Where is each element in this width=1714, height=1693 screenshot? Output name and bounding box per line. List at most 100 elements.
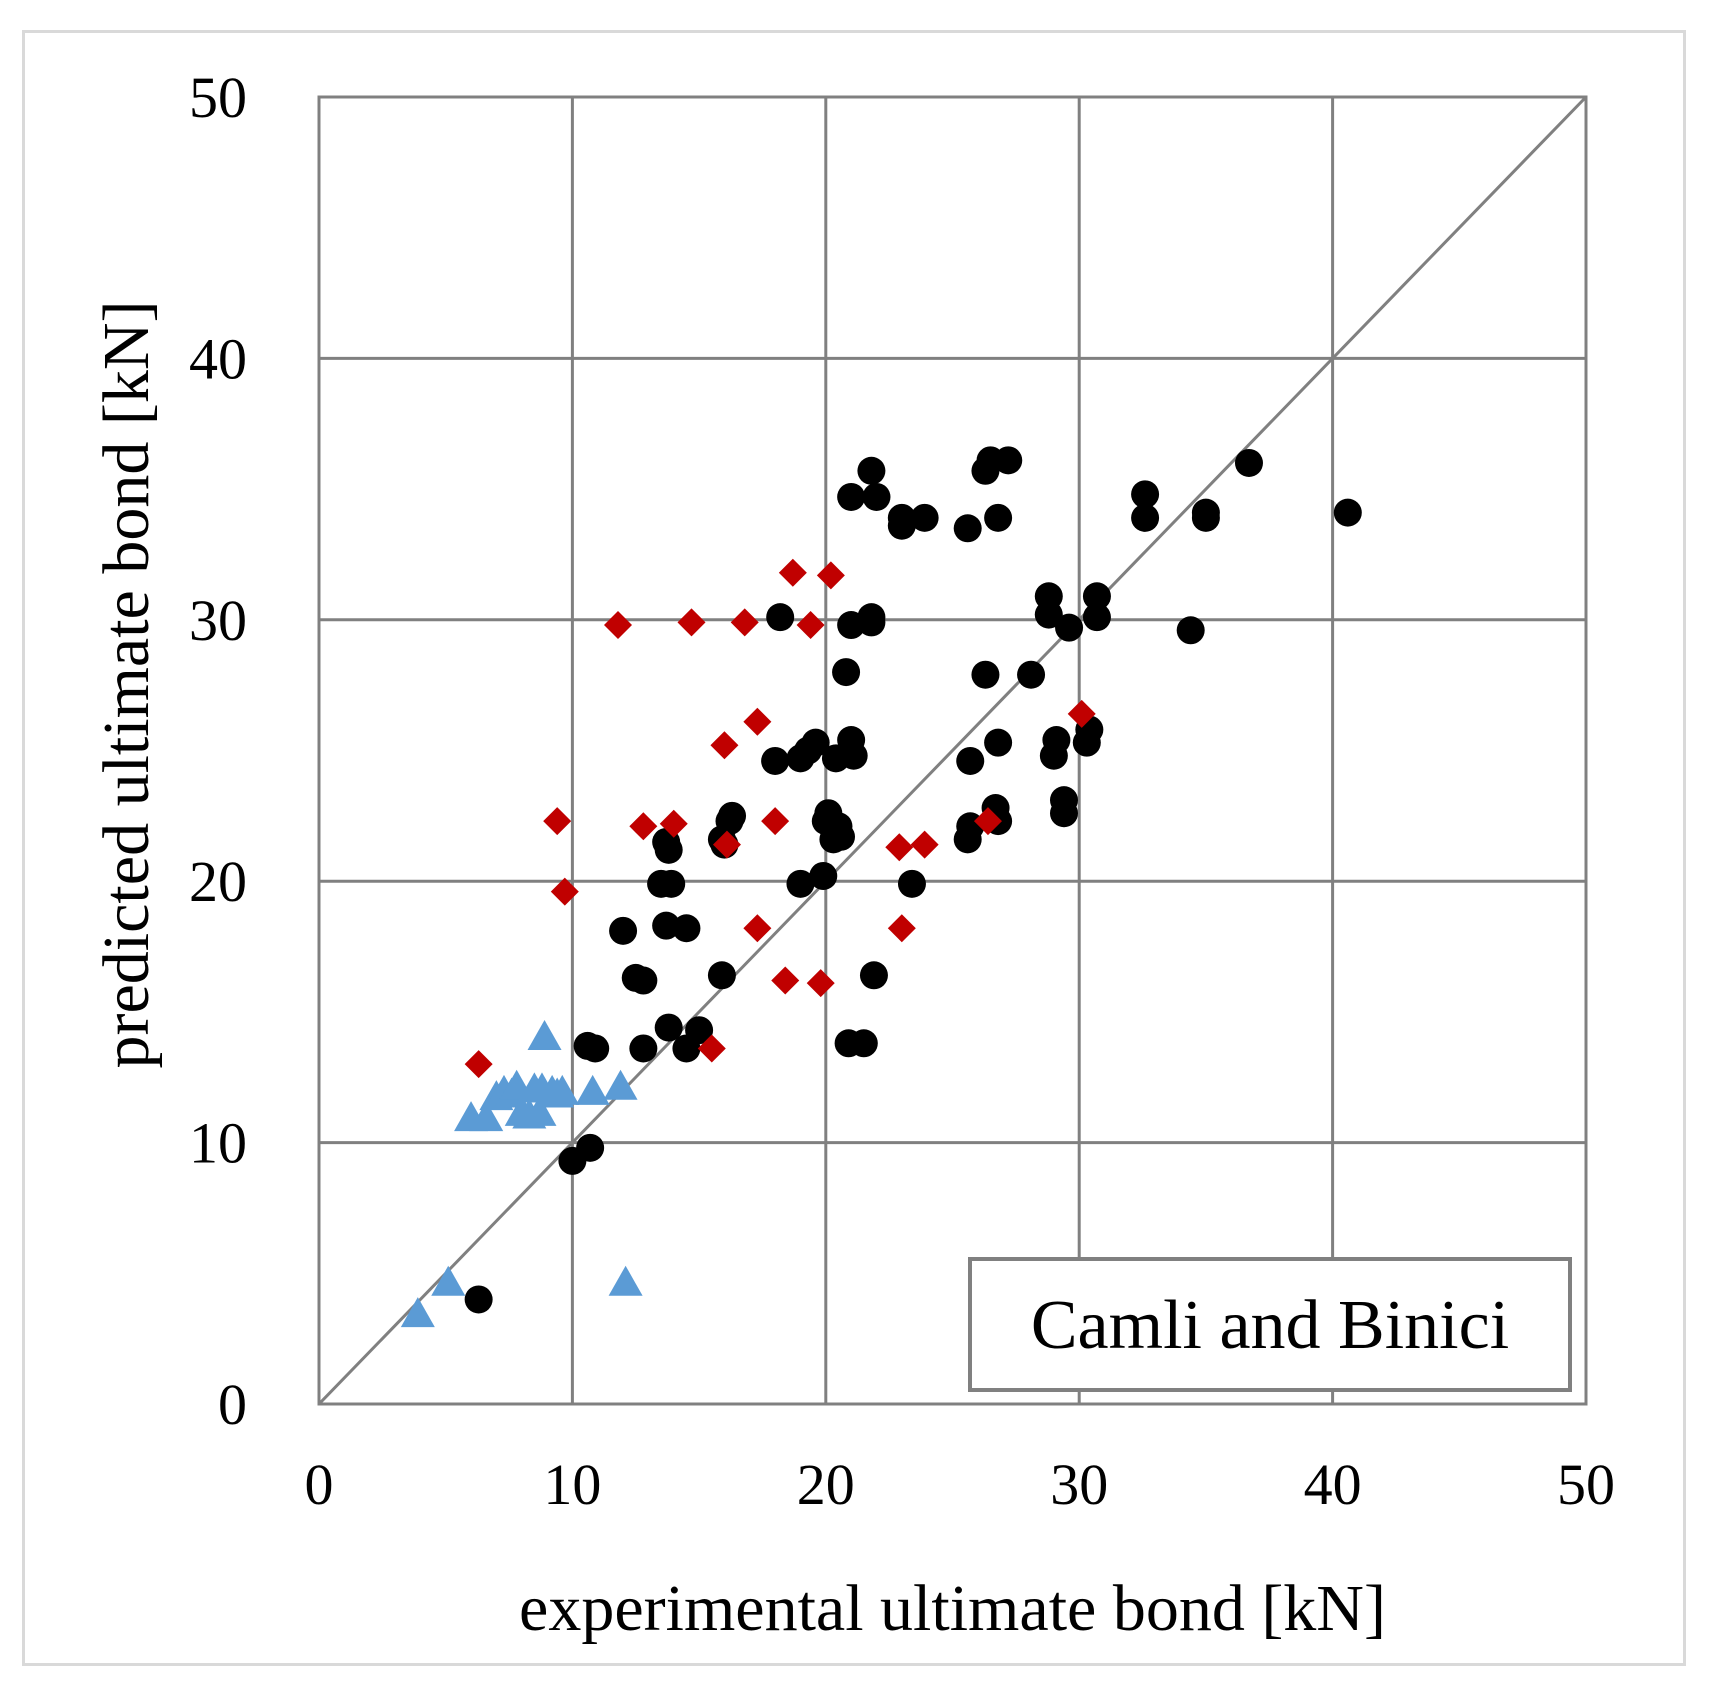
point-circle — [672, 914, 701, 943]
point-circle — [1042, 726, 1071, 755]
point-circle — [809, 861, 838, 890]
y-tick-label: 20 — [189, 849, 247, 914]
point-circle — [685, 1016, 714, 1045]
point-diamond — [761, 807, 790, 836]
point-circle — [1131, 480, 1160, 509]
point-circle — [1055, 613, 1084, 642]
point-diamond — [973, 807, 1002, 836]
point-circle — [984, 728, 1013, 757]
point-circle — [1234, 448, 1263, 477]
point-diamond — [677, 608, 706, 637]
point-diamond — [543, 807, 572, 836]
x-axis-ticks: 0 10 20 30 40 50 — [305, 1452, 1616, 1517]
point-diamond — [816, 561, 845, 590]
point-circle — [887, 503, 916, 532]
point-diamond — [796, 611, 825, 640]
x-tick-label: 0 — [305, 1452, 334, 1517]
point-circle — [857, 456, 886, 485]
point-triangle — [469, 1101, 504, 1132]
point-circle — [837, 482, 866, 511]
point-circle — [576, 1133, 605, 1162]
annotation-box — [968, 1257, 1572, 1392]
point-circle — [862, 482, 891, 511]
point-circle — [1176, 616, 1205, 645]
point-circle — [654, 1013, 683, 1042]
point-circle — [718, 801, 747, 830]
point-circle — [766, 603, 795, 632]
point-diamond — [887, 914, 916, 943]
point-circle — [629, 1034, 658, 1063]
y-axis-ticks: 0 10 20 30 40 50 — [189, 65, 247, 1437]
point-circle — [971, 660, 1000, 689]
y-tick-label: 30 — [189, 588, 247, 653]
y-tick-label: 50 — [189, 65, 247, 130]
point-circle — [654, 835, 683, 864]
point-diamond — [910, 830, 939, 859]
point-circle — [859, 961, 888, 990]
point-triangle — [522, 1095, 557, 1126]
x-tick-label: 10 — [543, 1452, 601, 1517]
point-circle — [1082, 603, 1111, 632]
point-diamond — [604, 611, 633, 640]
point-circle — [786, 869, 815, 898]
point-diamond — [771, 966, 800, 995]
x-tick-label: 50 — [1557, 1452, 1615, 1517]
point-circle — [657, 869, 686, 898]
point-diamond — [743, 914, 772, 943]
point-triangle — [575, 1074, 610, 1105]
x-tick-label: 40 — [1304, 1452, 1362, 1517]
y-tick-label: 40 — [189, 326, 247, 391]
point-diamond — [778, 558, 807, 587]
y-tick-label: 0 — [218, 1372, 247, 1437]
point-diamond — [885, 833, 914, 862]
point-diamond — [629, 812, 658, 841]
point-diamond — [464, 1050, 493, 1079]
point-circle — [1333, 498, 1362, 527]
point-diamond — [659, 809, 688, 838]
x-tick-label: 30 — [1050, 1452, 1108, 1517]
point-circle — [629, 966, 658, 995]
point-circle — [581, 1034, 610, 1063]
point-triangle — [603, 1069, 638, 1100]
reference-line-y-equals-x — [317, 95, 1588, 1406]
point-diamond — [710, 731, 739, 760]
point-circle — [1049, 799, 1078, 828]
point-circle — [827, 822, 856, 851]
point-circle — [849, 1029, 878, 1058]
point-circle — [953, 825, 982, 854]
point-triangle — [431, 1265, 466, 1296]
point-circle — [1131, 503, 1160, 532]
point-circle — [761, 746, 790, 775]
point-diamond — [697, 1034, 726, 1063]
point-circle — [801, 728, 830, 757]
point-circle — [897, 869, 926, 898]
point-triangle — [608, 1265, 643, 1296]
chart-frame — [22, 30, 1686, 1666]
point-circle — [910, 503, 939, 532]
point-circle — [1191, 498, 1220, 527]
plot-area — [317, 95, 1588, 1406]
point-diamond — [712, 830, 741, 859]
point-diamond — [743, 707, 772, 736]
point-circle — [839, 741, 868, 770]
point-triangle — [400, 1297, 435, 1328]
point-triangle — [545, 1074, 580, 1105]
y-tick-label: 10 — [189, 1111, 247, 1176]
point-circle — [609, 916, 638, 945]
point-circle — [953, 514, 982, 543]
point-circle — [832, 658, 861, 687]
point-circle — [1034, 600, 1063, 629]
point-circle — [984, 503, 1013, 532]
x-tick-label: 20 — [797, 1452, 855, 1517]
point-circle — [956, 746, 985, 775]
point-circle — [1017, 660, 1046, 689]
point-circle — [707, 961, 736, 990]
point-diamond — [806, 969, 835, 998]
point-circle — [1082, 582, 1111, 611]
annotation-text: Camli and Binici — [1031, 1287, 1509, 1364]
point-diamond — [730, 608, 759, 637]
point-diamond — [1067, 699, 1096, 728]
point-circle — [994, 446, 1023, 475]
point-triangle — [527, 1020, 562, 1051]
